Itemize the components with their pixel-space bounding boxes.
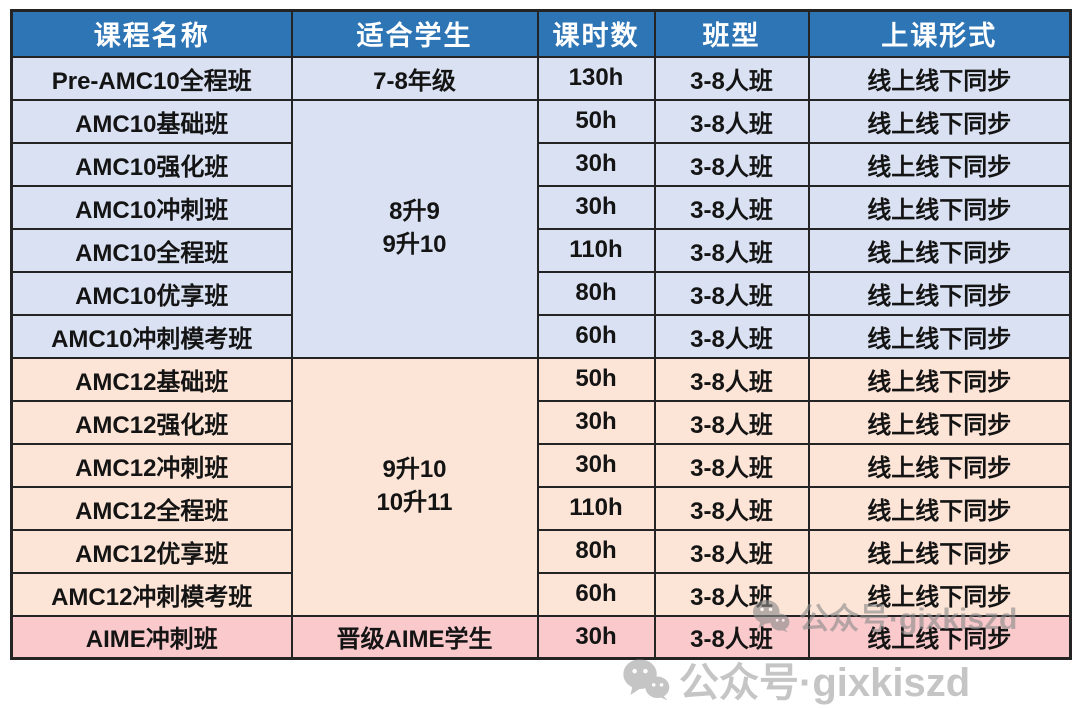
format-cell: 线上线下同步 — [807, 98, 1072, 144]
class-size-cell: 3-8人班 — [653, 184, 810, 230]
format-cell: 线上线下同步 — [807, 614, 1072, 660]
header-row: 课程名称 适合学生 课时数 班型 上课形式 — [10, 9, 1072, 58]
class-size-cell: 3-8人班 — [653, 614, 810, 660]
hours-cell: 50h — [536, 356, 656, 402]
hours-cell: 30h — [536, 399, 656, 445]
class-size-cell: 3-8人班 — [653, 356, 810, 402]
wechat-icon — [622, 658, 670, 701]
hours-cell: 110h — [536, 227, 656, 273]
format-cell: 线上线下同步 — [807, 313, 1072, 359]
students-line: 8升9 — [389, 198, 440, 226]
format-cell: 线上线下同步 — [807, 55, 1072, 101]
format-cell: 线上线下同步 — [807, 528, 1072, 574]
page-background: 课程名称 适合学生 课时数 班型 上课形式 Pre-AMC10全程班 7-8年级… — [10, 9, 1072, 705]
course-cell: Pre-AMC10全程班 — [10, 55, 293, 101]
students-line: 10升11 — [376, 488, 453, 516]
hours-cell: 110h — [536, 485, 656, 531]
header-students: 适合学生 — [290, 9, 539, 58]
table-row: AMC10全程班 110h 3-8人班 线上线下同步 — [10, 227, 1072, 273]
table-row: AMC12冲刺模考班 60h 3-8人班 线上线下同步 — [10, 571, 1072, 617]
course-cell: AMC10优享班 — [10, 270, 293, 316]
course-cell: AMC10冲刺班 — [10, 184, 293, 230]
header-hours: 课时数 — [536, 9, 656, 58]
format-cell: 线上线下同步 — [807, 485, 1072, 531]
class-size-cell: 3-8人班 — [653, 227, 810, 273]
course-cell: AMC10基础班 — [10, 98, 293, 144]
students-line: 9升10 — [382, 456, 447, 484]
table-row: AMC10基础班 8升9 9升10 50h 3-8人班 线上线下同步 — [10, 98, 1072, 359]
hours-cell: 60h — [536, 571, 656, 617]
header-course-name: 课程名称 — [10, 9, 293, 58]
hours-cell: 50h — [536, 98, 656, 144]
header-class-size: 班型 — [653, 9, 810, 58]
hours-cell: 30h — [536, 141, 656, 187]
course-cell: AMC10全程班 — [10, 227, 293, 273]
hours-cell: 30h — [536, 442, 656, 488]
table-row: AMC12全程班 110h 3-8人班 线上线下同步 — [10, 485, 1072, 531]
format-cell: 线上线下同步 — [807, 270, 1072, 316]
course-cell: AMC12冲刺班 — [10, 442, 293, 488]
class-size-cell: 3-8人班 — [653, 442, 810, 488]
students-line: 9升10 — [382, 230, 447, 258]
students-merged-cell-amc10: 8升9 9升10 — [290, 98, 539, 359]
hours-cell: 130h — [536, 55, 656, 101]
class-size-cell: 3-8人班 — [653, 55, 810, 101]
hours-cell: 30h — [536, 184, 656, 230]
class-size-cell: 3-8人班 — [653, 98, 810, 144]
table-row: AMC12强化班 30h 3-8人班 线上线下同步 — [10, 399, 1072, 445]
table-row: AMC10冲刺班 30h 3-8人班 线上线下同步 — [10, 184, 1072, 230]
class-size-cell: 3-8人班 — [653, 313, 810, 359]
format-cell: 线上线下同步 — [807, 571, 1072, 617]
class-size-cell: 3-8人班 — [653, 141, 810, 187]
course-cell: AMC10强化班 — [10, 141, 293, 187]
format-cell: 线上线下同步 — [807, 442, 1072, 488]
table-row: AMC12基础班 9升10 10升11 50h 3-8人班 线上线下同步 — [10, 356, 1072, 617]
table-row: AMC10冲刺模考班 60h 3-8人班 线上线下同步 — [10, 313, 1072, 359]
course-cell: AMC12冲刺模考班 — [10, 571, 293, 617]
table-row: AMC12优享班 80h 3-8人班 线上线下同步 — [10, 528, 1072, 574]
table-row: AMC10优享班 80h 3-8人班 线上线下同步 — [10, 270, 1072, 316]
format-cell: 线上线下同步 — [807, 399, 1072, 445]
hours-cell: 60h — [536, 313, 656, 359]
hours-cell: 80h — [536, 528, 656, 574]
class-size-cell: 3-8人班 — [653, 571, 810, 617]
course-cell: AMC12全程班 — [10, 485, 293, 531]
format-cell: 线上线下同步 — [807, 227, 1072, 273]
hours-cell: 30h — [536, 614, 656, 660]
format-cell: 线上线下同步 — [807, 141, 1072, 187]
table-row: AMC10强化班 30h 3-8人班 线上线下同步 — [10, 141, 1072, 187]
course-cell: AIME冲刺班 — [10, 614, 293, 660]
format-cell: 线上线下同步 — [807, 356, 1072, 402]
table-row: AMC12冲刺班 30h 3-8人班 线上线下同步 — [10, 442, 1072, 488]
format-cell: 线上线下同步 — [807, 184, 1072, 230]
hours-cell: 80h — [536, 270, 656, 316]
course-cell: AMC12强化班 — [10, 399, 293, 445]
course-cell: AMC12优享班 — [10, 528, 293, 574]
table-row: Pre-AMC10全程班 7-8年级 130h 3-8人班 线上线下同步 — [10, 55, 1072, 101]
class-size-cell: 3-8人班 — [653, 528, 810, 574]
class-size-cell: 3-8人班 — [653, 399, 810, 445]
students-cell: 晋级AIME学生 — [290, 614, 539, 660]
header-format: 上课形式 — [807, 9, 1072, 58]
students-merged-cell-amc12: 9升10 10升11 — [290, 356, 539, 617]
course-table: 课程名称 适合学生 课时数 班型 上课形式 Pre-AMC10全程班 7-8年级… — [10, 9, 1072, 660]
course-cell: AMC12基础班 — [10, 356, 293, 402]
class-size-cell: 3-8人班 — [653, 485, 810, 531]
table-row: AIME冲刺班 晋级AIME学生 30h 3-8人班 线上线下同步 — [10, 614, 1072, 660]
course-cell: AMC10冲刺模考班 — [10, 313, 293, 359]
students-cell: 7-8年级 — [290, 55, 539, 101]
class-size-cell: 3-8人班 — [653, 270, 810, 316]
